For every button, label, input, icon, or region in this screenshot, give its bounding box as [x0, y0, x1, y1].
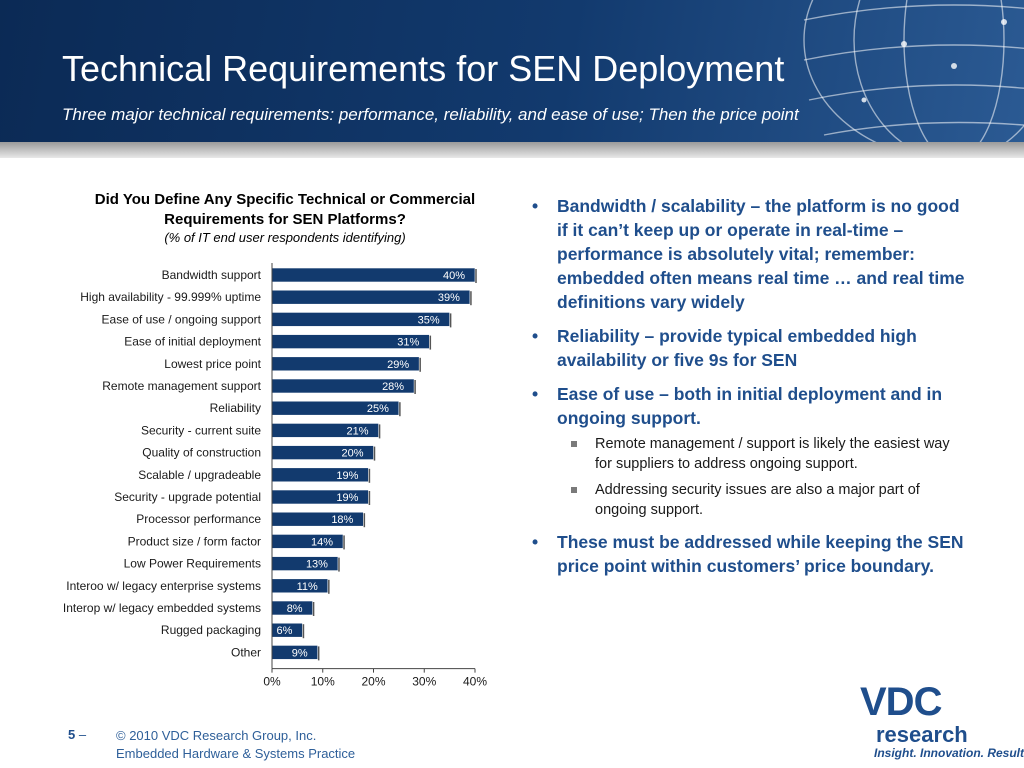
category-label: High availability - 99.999% uptime [80, 290, 261, 304]
category-label: Interoo w/ legacy enterprise systems [66, 579, 261, 593]
bar-value-label: 14% [311, 536, 333, 548]
category-label: Bandwidth support [162, 268, 262, 282]
page-number-dash: – [78, 727, 87, 742]
bar-value-label: 25% [367, 403, 389, 415]
sub-bullet-item: Remote management / support is likely th… [557, 434, 970, 474]
square-bullet-icon [571, 487, 577, 493]
copyright-text: © 2010 VDC Research Group, Inc. [116, 728, 317, 743]
bar-value-label: 31% [397, 337, 419, 349]
bullet-dot-icon: • [532, 326, 539, 346]
bullet-dot-icon: • [532, 532, 539, 552]
bullet-text: Ease of use – both in initial deployment… [557, 384, 943, 428]
category-label: Other [231, 645, 261, 659]
x-tick-label: 40% [463, 675, 487, 689]
bar-value-label: 18% [331, 514, 353, 526]
vdc-research-logo: VDC research Insight. Innovation. Result… [856, 680, 1024, 764]
bullet-dot-icon: • [532, 196, 539, 216]
bar-value-label: 13% [306, 559, 328, 571]
bar-value-label: 6% [277, 625, 293, 637]
category-label: Product size / form factor [128, 534, 261, 548]
bullet-item: • Reliability – provide typical embedded … [530, 324, 970, 372]
practice-text: Embedded Hardware & Systems Practice [116, 746, 356, 761]
category-label: Scalable / upgradeable [138, 468, 261, 482]
sub-bullet-text: Remote management / support is likely th… [595, 436, 950, 472]
bar-value-label: 40% [443, 270, 465, 282]
bullet-text: Reliability – provide typical embedded h… [557, 326, 917, 370]
bar-value-label: 39% [438, 292, 460, 304]
x-tick-label: 10% [311, 675, 335, 689]
bullet-dot-icon: • [532, 384, 539, 404]
category-label: Remote management support [102, 379, 261, 393]
header-banner: Technical Requirements for SEN Deploymen… [0, 0, 1024, 142]
page-subtitle: Three major technical requirements: perf… [62, 105, 799, 124]
chart-title: Did You Define Any Specific Technical or… [94, 191, 476, 228]
bar-value-label: 20% [341, 448, 363, 460]
bar-value-label: 29% [387, 359, 409, 371]
bar-chart: Bandwidth support 40% High availability - … [63, 263, 487, 689]
footer-copyright: © 2010 VDC Research Group, Inc. Embedded… [116, 727, 355, 763]
bullet-item: • Ease of use – both in initial deploymen… [530, 382, 970, 520]
category-label: Rugged packaging [161, 623, 261, 637]
bar-value-label: 19% [336, 492, 358, 504]
bar-value-label: 19% [336, 470, 358, 482]
page-title: Technical Requirements for SEN Deploymen… [62, 48, 785, 89]
sub-bullet-item: Addressing security issues are also a ma… [557, 480, 970, 520]
x-tick-label: 0% [263, 675, 281, 689]
category-label: Ease of initial deployment [124, 335, 261, 349]
category-label: Reliability [210, 401, 261, 415]
sub-bullet-text: Addressing security issues are also a ma… [595, 482, 920, 518]
category-label: Ease of use / ongoing support [102, 312, 262, 326]
bullet-item: • Bandwidth / scalability – the platform … [530, 194, 970, 314]
category-label: Processor performance [136, 512, 261, 526]
sub-bullet-list: Remote management / support is likely th… [557, 434, 970, 520]
bullet-list: • Bandwidth / scalability – the platform … [530, 194, 970, 588]
square-bullet-icon [571, 441, 577, 447]
category-label: Lowest price point [164, 357, 261, 371]
category-label: Security - current suite [141, 423, 261, 437]
category-label: Security - upgrade potential [114, 490, 261, 504]
bar-value-label: 8% [287, 603, 303, 615]
page-number-value: 5 [68, 727, 76, 742]
logo-word: research [876, 722, 968, 747]
category-label: Quality of construction [142, 446, 261, 460]
page-number: 5 – [68, 727, 86, 742]
logo-brand: VDC [860, 680, 942, 724]
category-label: Low Power Requirements [124, 557, 261, 571]
bar-value-label: 28% [382, 381, 404, 393]
header-divider-band [0, 142, 1024, 158]
bar-value-label: 9% [292, 647, 308, 659]
bullet-item: • These must be addressed while keeping t… [530, 530, 970, 578]
globe-network-graphic [803, 0, 1024, 142]
bar-value-label: 35% [418, 314, 440, 326]
logo-tagline: Insight. Innovation. Results. [874, 746, 1024, 760]
chart-subtitle: (% of IT end user respondents identifyin… [164, 230, 406, 245]
category-label: Interop w/ legacy embedded systems [63, 601, 261, 615]
bullet-text: These must be addressed while keeping th… [557, 532, 964, 576]
bar-value-label: 11% [297, 581, 318, 593]
bar-value-label: 21% [347, 425, 369, 437]
x-tick-label: 20% [361, 675, 385, 689]
bullet-text: Bandwidth / scalability – the platform i… [557, 196, 965, 312]
x-tick-label: 30% [412, 675, 436, 689]
